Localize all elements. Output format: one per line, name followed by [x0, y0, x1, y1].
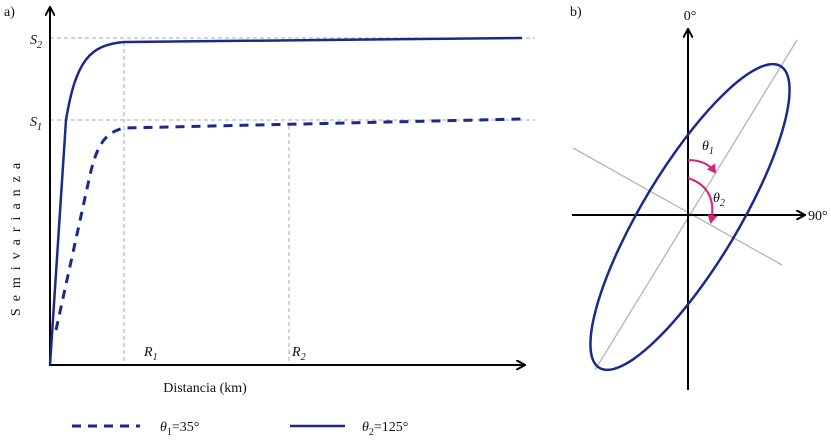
angle-label: θ1: [702, 139, 714, 157]
legend-sub: 1: [167, 427, 172, 438]
y-axis-title: Semivarianza: [9, 156, 24, 316]
major-axis-line: [594, 39, 798, 371]
legend-rest: =125°: [374, 420, 409, 435]
range-label: R1: [143, 345, 158, 363]
north-label: 0°: [684, 9, 697, 24]
anisotropy-ellipse: [589, 62, 791, 372]
angle-label: θ2: [713, 191, 725, 209]
angle-sub: 1: [709, 146, 714, 157]
panel-label: a): [4, 5, 15, 20]
sill-sub: 1: [37, 122, 42, 133]
angle-base: θ: [702, 139, 709, 154]
legend-base: θ: [362, 420, 369, 435]
range-sub: 1: [153, 352, 158, 363]
legend-sub: 2: [369, 427, 374, 438]
variogram-dashed: [54, 117, 523, 331]
sill-sub: 2: [37, 40, 42, 51]
sill-label: S2: [30, 33, 42, 51]
range-base: R: [291, 345, 301, 360]
legend-label: θ1=35°: [160, 420, 199, 438]
guide-lines: [50, 37, 535, 365]
sill-base: S: [30, 115, 37, 130]
legend-label: θ2=125°: [362, 420, 408, 438]
range-base: R: [143, 345, 153, 360]
sill-label: S1: [30, 115, 42, 133]
angle-sub: 2: [720, 198, 725, 209]
x-axis-title: Distancia (km): [163, 381, 247, 396]
minor-axis-line: [572, 147, 783, 266]
east-label: 90°: [808, 209, 828, 224]
angle-arc: [687, 177, 718, 224]
legend-rest: =35°: [172, 420, 200, 435]
variogram-solid: [48, 36, 523, 366]
sill-base: S: [30, 33, 37, 48]
range-sub: 2: [301, 352, 306, 363]
angle-base: θ: [713, 191, 720, 206]
panel-label: b): [570, 5, 582, 20]
angle-arc: [687, 159, 717, 174]
range-label: R2: [291, 345, 306, 363]
legend-base: θ: [160, 420, 167, 435]
